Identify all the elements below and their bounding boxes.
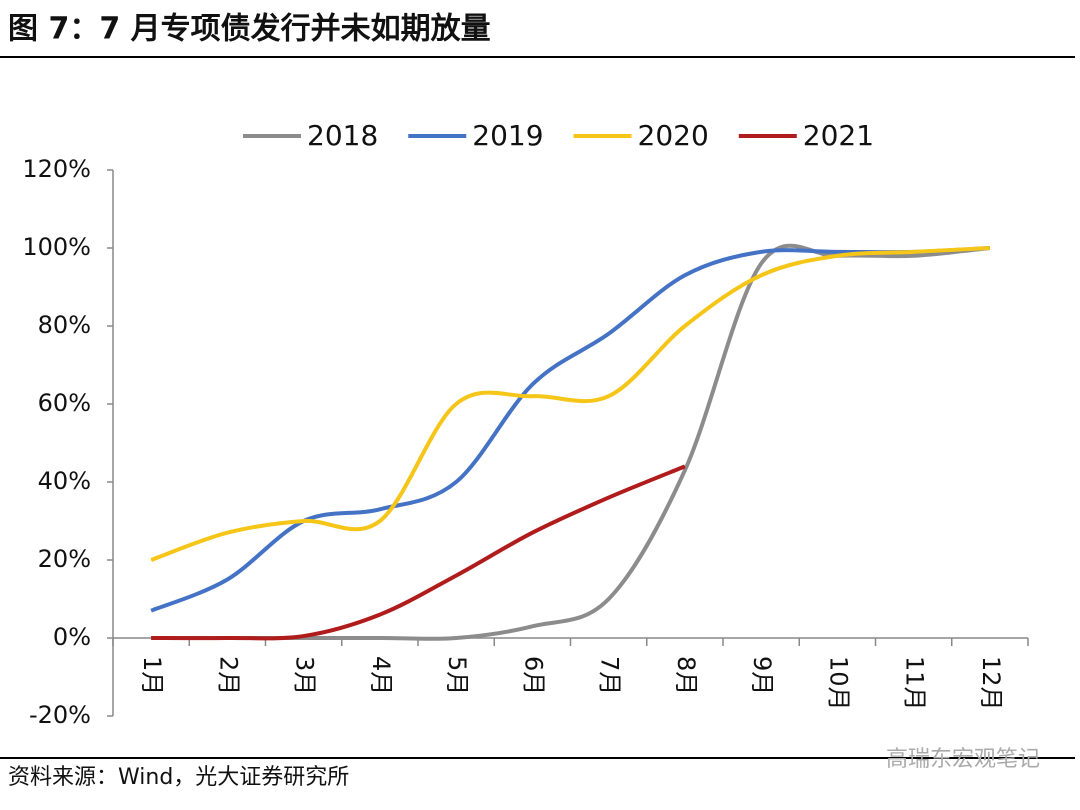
watermark: 高瑞东宏观笔记 (886, 747, 1040, 772)
legend-label: 2018 (307, 119, 378, 152)
source: 资料来源：Wind，光大证券研究所 (8, 765, 349, 790)
series-line (150, 246, 990, 613)
y-tick-label: 120% (22, 155, 91, 183)
series-line (150, 246, 990, 562)
x-tick-label: 8月 (672, 656, 700, 695)
x-tick-label: 11月 (901, 656, 929, 711)
legend-label: 2020 (638, 119, 709, 152)
y-tick-label: 20% (38, 545, 91, 573)
y-tick-label: -20% (29, 701, 91, 729)
x-tick-label: 1月 (138, 656, 166, 695)
y-tick-label: 60% (38, 389, 91, 417)
x-tick-label: 10月 (824, 656, 852, 711)
y-tick-label: 80% (38, 311, 91, 339)
legend-label: 2021 (803, 119, 874, 152)
legend-label: 2019 (472, 119, 543, 152)
y-tick-label: 40% (38, 467, 91, 495)
x-tick-label: 3月 (291, 656, 319, 695)
chart-title: 图 7：7 月专项债发行并未如期放量 (8, 12, 491, 47)
x-tick-label: 5月 (443, 656, 471, 695)
series-line (151, 464, 686, 641)
series-line (151, 243, 991, 641)
x-tick-label: 2月 (214, 656, 242, 695)
x-tick-label: 4月 (367, 656, 395, 695)
y-tick-label: 0% (53, 623, 91, 651)
y-tick-label: 100% (22, 233, 91, 261)
x-tick-label: 6月 (519, 656, 547, 695)
x-tick-label: 7月 (596, 656, 624, 695)
x-tick-label: 12月 (977, 656, 1005, 711)
x-tick-label: 9月 (748, 656, 776, 695)
